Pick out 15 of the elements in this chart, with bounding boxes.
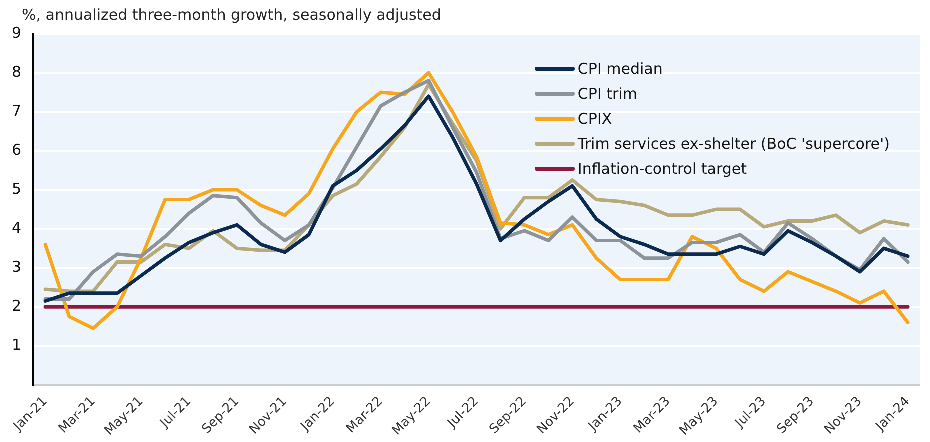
y-tick-label: 7 (12, 102, 22, 120)
y-tick-label: 8 (12, 62, 22, 81)
chart-title: %, annualized three-month growth, seasonally adjusted (22, 6, 442, 24)
legend-label: Trim services ex-shelter (BoC 'supercore') (578, 134, 890, 152)
legend-label: CPI median (578, 60, 663, 78)
y-tick-label: 9 (12, 24, 22, 42)
y-tick-label: 5 (12, 180, 22, 198)
legend-label: CPI trim (578, 84, 638, 102)
y-tick-label: 4 (12, 218, 22, 237)
y-tick-label: 2 (12, 296, 22, 315)
legend-label: Inflation-control target (578, 160, 748, 178)
legend-label: CPIX (578, 110, 612, 128)
y-tick-label: 6 (12, 140, 22, 159)
y-tick-label: 3 (12, 258, 22, 276)
y-tick-label: 1 (12, 336, 22, 354)
